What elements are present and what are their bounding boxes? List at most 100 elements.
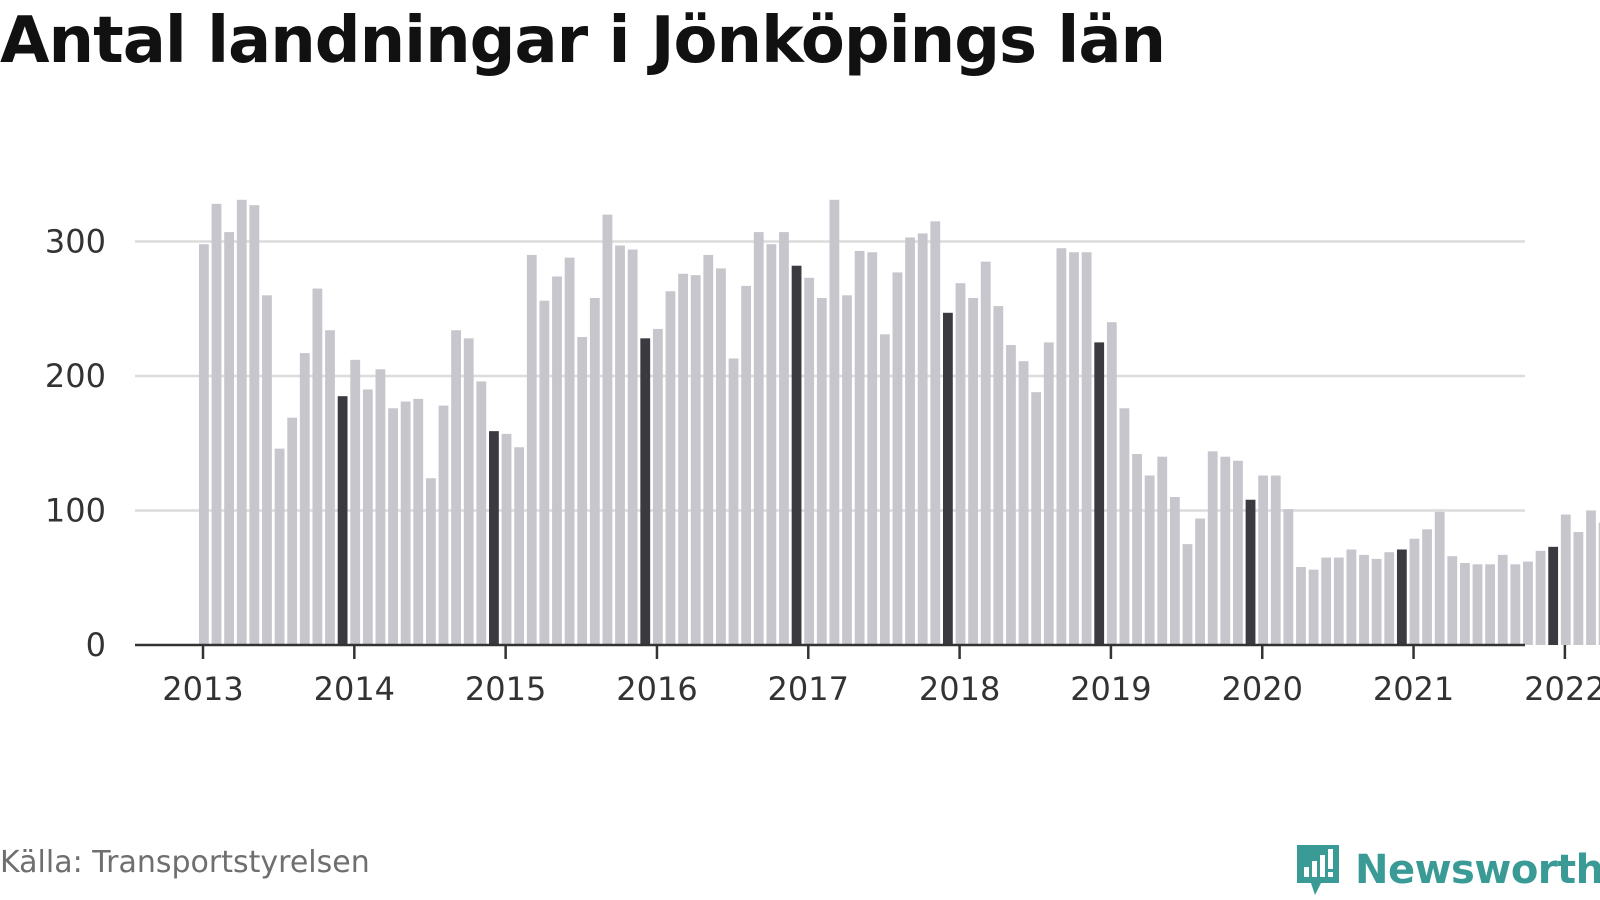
bar xyxy=(1371,558,1382,645)
bar xyxy=(905,237,915,645)
bar xyxy=(236,199,247,645)
bar xyxy=(854,250,865,646)
bar xyxy=(980,261,991,645)
bar xyxy=(362,389,373,645)
bar xyxy=(867,252,878,645)
bar xyxy=(741,285,752,645)
bar xyxy=(791,265,802,645)
bar xyxy=(299,353,310,645)
bar xyxy=(829,199,840,645)
bar xyxy=(400,401,411,645)
bar xyxy=(968,297,979,645)
bar xyxy=(1359,554,1369,645)
bar xyxy=(413,398,424,645)
bar xyxy=(1586,510,1596,645)
x-tick-label: 2019 xyxy=(1070,670,1151,708)
bar xyxy=(1056,248,1067,646)
x-tick-label: 2018 xyxy=(919,670,1000,708)
bar xyxy=(1031,392,1042,645)
bar xyxy=(703,254,714,645)
bar xyxy=(842,295,852,645)
bar xyxy=(438,405,449,645)
bar xyxy=(1485,564,1496,645)
x-tick-label: 2021 xyxy=(1373,670,1454,708)
bar xyxy=(993,306,1004,645)
x-tick-label: 2013 xyxy=(162,670,243,708)
bar xyxy=(274,448,285,645)
bar xyxy=(652,328,663,645)
bar xyxy=(716,268,726,645)
bar xyxy=(1422,529,1432,645)
x-axis-tick-labels: 2013 2014 2015 2016 2017 2018 2019 2020 2021 2022 xyxy=(162,670,1600,708)
bar xyxy=(589,297,600,645)
bar xyxy=(1560,514,1571,645)
bar xyxy=(526,254,537,645)
bar xyxy=(539,300,550,645)
bar xyxy=(665,291,676,645)
bar xyxy=(1069,252,1079,645)
bar xyxy=(1119,408,1130,645)
x-tick-label: 2022 xyxy=(1524,670,1600,708)
bar xyxy=(262,295,272,645)
bar xyxy=(627,249,638,645)
bar xyxy=(1523,561,1533,645)
bar xyxy=(1144,475,1155,645)
bar xyxy=(312,288,323,645)
x-tick-label: 2015 xyxy=(465,670,546,708)
bar xyxy=(678,273,688,645)
bar xyxy=(640,338,651,645)
x-tick-label: 2020 xyxy=(1222,670,1303,708)
bar xyxy=(1182,544,1193,646)
bar xyxy=(287,417,298,645)
bar xyxy=(1106,322,1117,645)
bar xyxy=(1346,549,1357,645)
bar xyxy=(577,337,588,645)
x-tick-label: 2016 xyxy=(616,670,697,708)
bar xyxy=(1207,451,1218,645)
bar xyxy=(879,334,890,645)
bars xyxy=(199,199,1600,646)
newsworthy-logo-icon xyxy=(1297,845,1339,895)
bar xyxy=(1535,550,1546,645)
y-tick-label: 100 xyxy=(45,492,106,530)
y-axis-tick-labels: 0 100 200 300 xyxy=(45,223,106,665)
bar xyxy=(1270,475,1281,645)
bar xyxy=(451,330,461,645)
bar xyxy=(1409,538,1420,645)
y-tick-label: 300 xyxy=(45,223,106,261)
bar xyxy=(489,431,499,645)
bar xyxy=(930,221,941,645)
bar xyxy=(779,232,789,645)
bar xyxy=(1573,532,1584,645)
bar xyxy=(1321,557,1332,645)
bar xyxy=(375,369,386,645)
bar xyxy=(325,330,335,645)
bar xyxy=(1497,554,1508,645)
x-tick-label: 2014 xyxy=(314,670,395,708)
x-axis xyxy=(135,643,1567,659)
bar xyxy=(501,433,512,645)
bar xyxy=(690,275,701,646)
bar xyxy=(1548,546,1559,646)
bar xyxy=(1258,475,1269,645)
bar xyxy=(1396,549,1407,645)
bar xyxy=(1157,456,1168,645)
x-tick-label: 2017 xyxy=(768,670,849,708)
bar xyxy=(514,447,525,645)
page-title: Antal landningar i Jönköpings län xyxy=(0,4,1166,78)
bar xyxy=(1460,562,1470,646)
bar xyxy=(1220,456,1231,645)
bar xyxy=(1308,569,1319,645)
bar xyxy=(804,277,815,645)
bar xyxy=(1169,497,1180,645)
bar xyxy=(1472,564,1483,645)
bar xyxy=(816,297,827,645)
brand[interactable]: Newsworthy xyxy=(1293,840,1600,900)
bar xyxy=(1510,564,1521,645)
bar xyxy=(1043,342,1054,646)
bar xyxy=(917,233,928,645)
bar xyxy=(892,272,903,645)
bar xyxy=(602,214,613,645)
bar xyxy=(337,396,348,645)
bar xyxy=(224,232,235,645)
